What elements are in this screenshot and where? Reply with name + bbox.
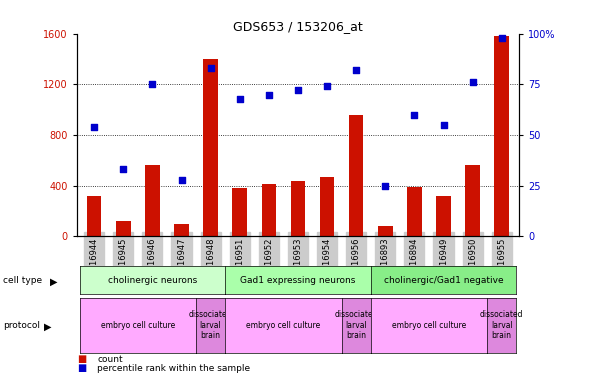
Text: dissociated
larval
brain: dissociated larval brain [480, 310, 523, 340]
Text: ▶: ▶ [50, 277, 58, 287]
Point [409, 112, 419, 118]
Bar [407, 187, 422, 236]
Bar [291, 181, 305, 236]
Point [497, 35, 506, 41]
Point [90, 124, 99, 130]
Bar [349, 115, 363, 236]
Point [439, 122, 448, 128]
Text: count: count [97, 355, 123, 364]
Point [322, 83, 332, 89]
Point [264, 92, 274, 98]
Bar [116, 221, 130, 236]
Bar [204, 59, 218, 236]
Text: cholinergic neurons: cholinergic neurons [108, 276, 197, 285]
Bar [378, 226, 392, 236]
Text: embryo cell culture: embryo cell culture [101, 321, 175, 330]
Text: dissociated
larval
brain: dissociated larval brain [189, 310, 232, 340]
Bar [174, 224, 189, 236]
Point [235, 96, 244, 102]
Text: cholinergic/Gad1 negative: cholinergic/Gad1 negative [384, 276, 503, 285]
Bar [232, 188, 247, 236]
Text: ▶: ▶ [44, 322, 52, 332]
Text: ■: ■ [77, 363, 86, 373]
Bar [87, 196, 101, 236]
Point [381, 183, 390, 189]
Bar [145, 165, 160, 236]
Title: GDS653 / 153206_at: GDS653 / 153206_at [233, 20, 363, 33]
Point [177, 177, 186, 183]
Text: embryo cell culture: embryo cell culture [392, 321, 466, 330]
Point [468, 80, 477, 86]
Text: ■: ■ [77, 354, 86, 364]
Point [119, 166, 128, 172]
Text: cell type: cell type [3, 276, 42, 285]
Text: Gad1 expressing neurons: Gad1 expressing neurons [240, 276, 356, 285]
Point [293, 87, 303, 93]
Point [206, 65, 215, 71]
Point [352, 67, 361, 73]
Bar [494, 36, 509, 236]
Text: dissociated
larval
brain: dissociated larval brain [335, 310, 378, 340]
Bar [261, 184, 276, 236]
Text: protocol: protocol [3, 321, 40, 330]
Bar [436, 196, 451, 236]
Bar [466, 165, 480, 236]
Bar [320, 177, 335, 236]
Text: percentile rank within the sample: percentile rank within the sample [97, 364, 251, 373]
Text: embryo cell culture: embryo cell culture [246, 321, 320, 330]
Point [148, 81, 157, 87]
